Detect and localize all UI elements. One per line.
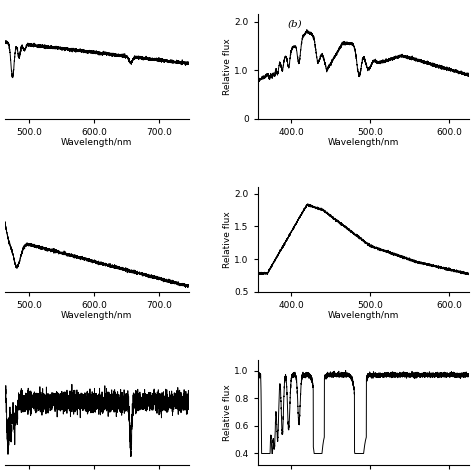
Y-axis label: Relative flux: Relative flux (223, 38, 232, 95)
Y-axis label: Relative flux: Relative flux (223, 211, 232, 268)
X-axis label: Wavelength/nm: Wavelength/nm (328, 311, 399, 320)
X-axis label: Wavelength/nm: Wavelength/nm (61, 311, 132, 320)
X-axis label: Wavelength/nm: Wavelength/nm (61, 138, 132, 147)
X-axis label: Wavelength/nm: Wavelength/nm (328, 138, 399, 147)
Text: (b): (b) (287, 19, 302, 28)
Y-axis label: Relative flux: Relative flux (223, 384, 232, 440)
